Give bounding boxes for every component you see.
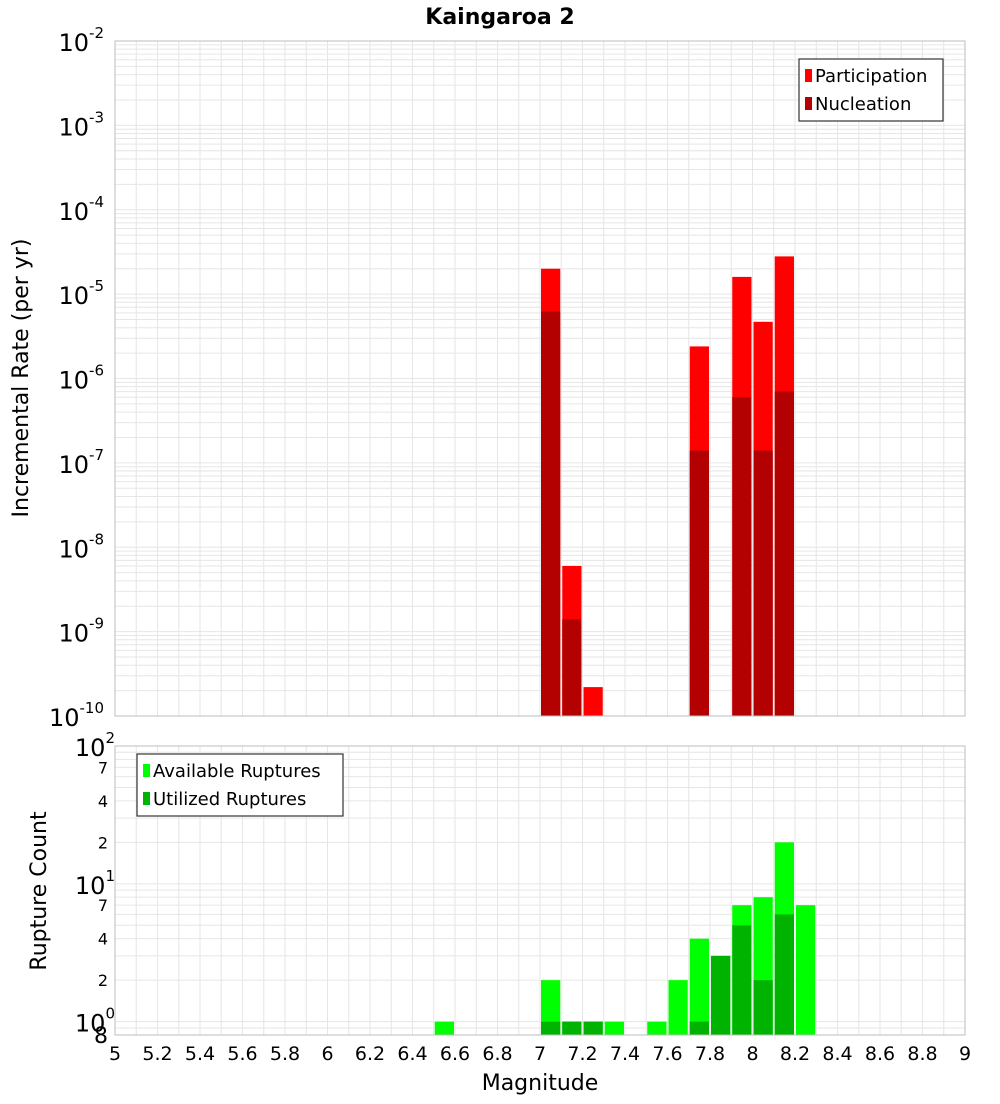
bar-utilized-ruptures bbox=[562, 1021, 582, 1035]
bar-nucleation bbox=[689, 450, 709, 716]
x-tick-label: 7.4 bbox=[610, 1043, 640, 1065]
bottom-y-axis-label: Rupture Count bbox=[27, 811, 52, 971]
bar-utilized-ruptures bbox=[753, 980, 773, 1035]
x-tick-label: 5.8 bbox=[270, 1043, 300, 1065]
bottom-panel-y-ticks: 100 101 102 8 2 4 7 2 4 7 bbox=[75, 729, 115, 1049]
bar-nucleation bbox=[541, 311, 561, 716]
bottom-legend: Available Ruptures Utilized Ruptures bbox=[136, 753, 344, 817]
chart-title: Kaingaroa 2 bbox=[425, 5, 574, 30]
x-tick-label: 5.4 bbox=[185, 1043, 215, 1065]
bar-utilized-ruptures bbox=[583, 1021, 603, 1035]
legend-label: Utilized Ruptures bbox=[153, 789, 306, 810]
x-axis-label: Magnitude bbox=[482, 1071, 599, 1096]
x-tick-label: 8 bbox=[746, 1043, 758, 1065]
legend-swatch bbox=[143, 764, 150, 777]
bar-nucleation bbox=[562, 619, 582, 716]
bottom-panel-frame bbox=[114, 745, 966, 1036]
x-tick-label: 6.4 bbox=[397, 1043, 427, 1065]
bar-utilized-ruptures bbox=[711, 955, 731, 1035]
bar-available-ruptures bbox=[689, 938, 709, 1035]
top-y-axis-label: Incremental Rate (per yr) bbox=[9, 239, 34, 518]
x-tick-label: 6.6 bbox=[440, 1043, 470, 1065]
x-tick-label: 6.2 bbox=[355, 1043, 385, 1065]
legend-label: Participation bbox=[815, 66, 927, 87]
bar-available-ruptures bbox=[647, 1021, 667, 1035]
bar-utilized-ruptures bbox=[689, 1021, 709, 1035]
top-panel-grid bbox=[114, 41, 966, 717]
legend-box bbox=[136, 753, 344, 817]
y-tick-label-minor: 2 bbox=[98, 971, 108, 990]
y-tick-label-minor: 7 bbox=[98, 758, 108, 777]
bar-available-ruptures bbox=[604, 1021, 624, 1035]
y-tick-label-major: 101 bbox=[75, 867, 115, 900]
y-tick-label: 10-10 bbox=[49, 699, 104, 732]
legend-swatch bbox=[805, 69, 812, 82]
legend-label: Nucleation bbox=[815, 94, 911, 115]
top-panel-y-ticks: 10-10 10-9 10-8 10-7 10-6 10-5 10-4 10-3 10-2 bbox=[49, 24, 104, 732]
x-tick-label: 6 bbox=[321, 1043, 333, 1065]
x-axis-ticks: 5 5.2 5.4 5.6 5.8 6 6.2 6.4 6.6 6.8 7 7.2 7.4 7.6 7.8 8… bbox=[109, 1043, 971, 1065]
y-tick-label: 10-7 bbox=[58, 446, 104, 479]
x-tick-label: 8.8 bbox=[907, 1043, 937, 1065]
y-tick-label-minor: 4 bbox=[98, 792, 108, 811]
bar-available-ruptures bbox=[434, 1021, 454, 1035]
top-panel-frame bbox=[114, 40, 966, 717]
bar-available-ruptures bbox=[668, 980, 688, 1035]
bar-utilized-ruptures bbox=[732, 925, 752, 1035]
bar-nucleation bbox=[774, 391, 794, 716]
legend-box bbox=[798, 58, 944, 122]
y-tick-label-major: 102 bbox=[75, 729, 115, 762]
legend-label: Available Ruptures bbox=[153, 761, 321, 782]
x-tick-label: 5.6 bbox=[227, 1043, 257, 1065]
x-tick-label: 6.8 bbox=[482, 1043, 512, 1065]
bar-available-ruptures bbox=[796, 905, 816, 1035]
x-tick-label: 7 bbox=[534, 1043, 546, 1065]
bottom-panel-bars bbox=[434, 842, 816, 1035]
y-tick-label-minor: 2 bbox=[98, 833, 108, 852]
y-tick-label-minor: 4 bbox=[98, 930, 108, 949]
bar-utilized-ruptures bbox=[541, 1021, 561, 1035]
x-tick-label: 5.2 bbox=[142, 1043, 172, 1065]
top-legend: Participation Nucleation bbox=[798, 58, 944, 122]
bar-available-ruptures bbox=[541, 980, 561, 1035]
y-tick-label: 10-2 bbox=[58, 24, 104, 57]
y-tick-label-major: 100 bbox=[75, 1005, 115, 1038]
top-panel-bars bbox=[541, 256, 794, 716]
x-tick-label: 7.8 bbox=[695, 1043, 725, 1065]
y-tick-label-minor: 8 bbox=[94, 1024, 108, 1049]
bar-nucleation bbox=[732, 397, 752, 716]
bar-participation bbox=[583, 687, 603, 716]
y-tick-label: 10-8 bbox=[58, 530, 104, 563]
y-tick-label: 10-4 bbox=[58, 193, 104, 226]
x-tick-label: 9 bbox=[959, 1043, 971, 1065]
x-tick-label: 5 bbox=[109, 1043, 121, 1065]
x-tick-label: 8.6 bbox=[865, 1043, 895, 1065]
x-tick-label: 7.6 bbox=[652, 1043, 682, 1065]
x-tick-label: 8.2 bbox=[780, 1043, 810, 1065]
x-tick-label: 7.2 bbox=[567, 1043, 597, 1065]
legend-swatch bbox=[805, 97, 812, 110]
y-tick-label: 10-9 bbox=[58, 615, 104, 648]
y-tick-label-minor: 7 bbox=[98, 896, 108, 915]
y-tick-label: 10-3 bbox=[58, 108, 104, 141]
bar-nucleation bbox=[753, 450, 773, 716]
bar-utilized-ruptures bbox=[774, 914, 794, 1035]
y-tick-label: 10-6 bbox=[58, 362, 104, 395]
x-tick-label: 8.4 bbox=[822, 1043, 852, 1065]
legend-swatch bbox=[143, 792, 150, 805]
y-tick-label: 10-5 bbox=[58, 277, 104, 310]
